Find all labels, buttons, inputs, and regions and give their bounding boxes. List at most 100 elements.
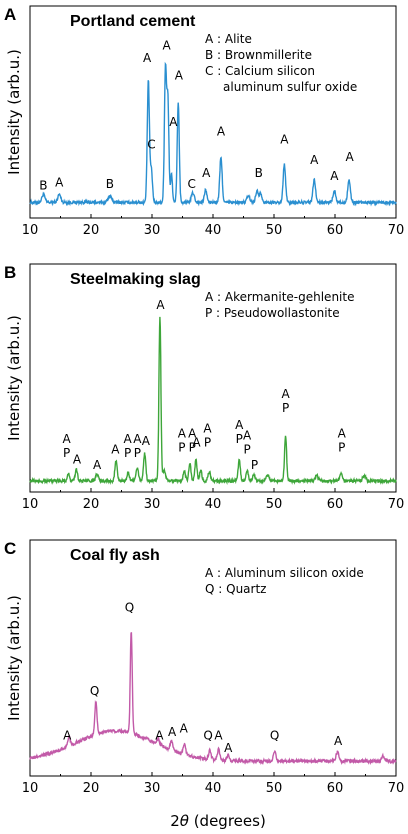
peak-label: A (280, 132, 289, 146)
x-tick-label: 50 (266, 781, 283, 796)
panel-title: Coal fly ash (70, 547, 160, 564)
legend-entry: Q : Quartz (205, 582, 266, 596)
peak-label: A (123, 432, 132, 446)
peak-label: A (180, 722, 189, 736)
peak-label: C (147, 137, 155, 151)
peak-label: A (178, 427, 187, 441)
x-tick-label: 20 (83, 223, 100, 238)
panel-letter: B (4, 263, 16, 282)
legend-entry: B : Brownmillerite (205, 48, 312, 62)
x-tick-label: 60 (327, 781, 344, 796)
legend-entry: A : Alite (205, 32, 252, 46)
legend-entry: aluminum sulfur oxide (223, 80, 357, 94)
panel-letter: A (4, 5, 16, 24)
peak-label: A (202, 166, 211, 180)
y-axis-label: Intensity (arb.u.) (5, 595, 23, 721)
peak-label: P (282, 401, 289, 415)
peak-label: Q (203, 729, 212, 743)
peak-label: A (63, 729, 72, 743)
peak-label: A (214, 729, 223, 743)
x-tick-label: 50 (266, 497, 283, 512)
peak-label: P (63, 446, 70, 460)
x-tick-label: 70 (388, 497, 405, 512)
peak-label: A (168, 725, 177, 739)
x-tick-label: 30 (144, 223, 161, 238)
legend-entry: P : Pseudowollastonite (205, 306, 340, 320)
diffraction-series (29, 316, 397, 485)
diffraction-series (29, 61, 397, 207)
legend-entry: A : Aluminum silicon oxide (205, 566, 364, 580)
panel-title: Steelmaking slag (70, 271, 201, 288)
x-tick-label: 70 (388, 223, 405, 238)
x-tick-label: 50 (266, 223, 283, 238)
peak-label: P (338, 441, 345, 455)
x-tick-label: 70 (388, 781, 405, 796)
peak-label: A (169, 115, 178, 129)
peak-label: A (73, 453, 82, 467)
x-tick-label: 30 (144, 497, 161, 512)
peak-label: B (255, 166, 263, 180)
peak-label: P (251, 458, 258, 472)
peak-label: A (55, 176, 64, 190)
peak-label: A (346, 150, 355, 164)
peak-label: A (330, 169, 339, 183)
peak-label: A (310, 153, 319, 167)
peak-label: Q (125, 601, 134, 615)
peak-label: A (243, 428, 252, 442)
peak-label: A (338, 427, 347, 441)
y-axis-label: Intensity (arb.u.) (5, 49, 23, 175)
peak-label: P (134, 446, 141, 460)
panel-c: C Coal fly ash Intensity (arb.u.) A : Alumi… (4, 539, 404, 796)
panel-title: Portland cement (70, 13, 196, 30)
peak-label: C (187, 177, 195, 191)
peak-label: A (203, 421, 212, 435)
x-tick-label: 40 (205, 781, 222, 796)
peak-label: B (106, 177, 114, 191)
x-tick-label: 10 (22, 497, 39, 512)
x-tick-label: 40 (205, 223, 222, 238)
diffraction-series (29, 632, 397, 766)
peak-label: P (189, 441, 196, 455)
peak-label: Q (270, 729, 279, 743)
peak-label: A (133, 432, 142, 446)
x-tick-label: 10 (22, 781, 39, 796)
peak-label: Q (90, 684, 99, 698)
peak-label: A (156, 298, 165, 312)
peak-label: A (188, 427, 197, 441)
peak-label: P (236, 432, 243, 446)
peak-label: A (142, 434, 151, 448)
peak-label: A (192, 435, 201, 449)
panel-b: B Steelmaking slag Intensity (arb.u.) A : A… (4, 263, 404, 512)
peak-label: P (244, 442, 251, 456)
legend-entry: A : Akermanite-gehlenite (205, 290, 354, 304)
y-axis-label: Intensity (arb.u.) (5, 315, 23, 441)
peak-label: A (235, 418, 244, 432)
legend-entry: C : Calcium silicon (205, 64, 315, 78)
peak-label: A (175, 69, 184, 83)
peak-label: A (143, 51, 152, 65)
x-tick-label: 20 (83, 497, 100, 512)
x-tick-label: 30 (144, 781, 161, 796)
peak-label: P (124, 446, 131, 460)
peak-label: B (39, 179, 47, 193)
peak-label: A (217, 125, 226, 139)
peak-label: A (163, 38, 172, 52)
peak-label: P (178, 441, 185, 455)
x-tick-label: 40 (205, 497, 222, 512)
peak-label: P (204, 435, 211, 449)
peak-label: A (62, 432, 71, 446)
panel-letter: C (4, 539, 16, 558)
peak-label: A (155, 729, 164, 743)
x-tick-label: 60 (327, 223, 344, 238)
x-tick-label: 60 (327, 497, 344, 512)
panel-a: A Portland cement Intensity (arb.u.) A : Al… (4, 5, 404, 238)
peak-label: A (224, 741, 233, 755)
peak-label: A (334, 734, 343, 748)
peak-label: A (281, 387, 290, 401)
peak-label: A (93, 458, 102, 472)
x-tick-label: 10 (22, 223, 39, 238)
x-tick-label: 20 (83, 781, 100, 796)
peak-label: A (111, 442, 120, 456)
x-axis-label: 2θ (degrees) (170, 812, 266, 830)
